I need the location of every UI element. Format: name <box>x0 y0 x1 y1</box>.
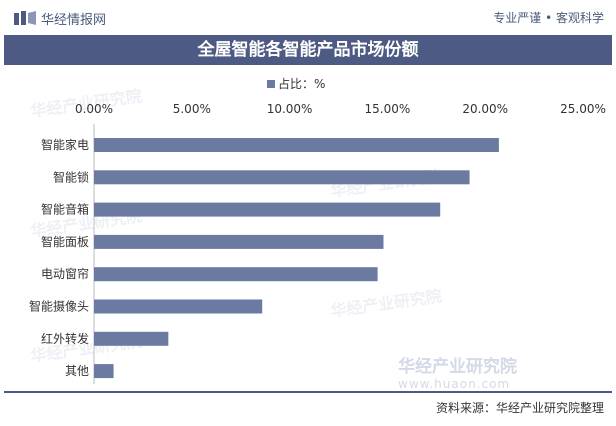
category-label: 智能锁 <box>53 169 89 184</box>
legend-swatch <box>267 79 275 88</box>
footer-divider <box>4 391 612 393</box>
watermark-logo: 华经产业研究院 www.huaon.com <box>398 352 517 391</box>
bar <box>94 138 499 152</box>
bar <box>94 267 378 282</box>
category-label: 智能面板 <box>41 234 89 249</box>
category-label: 电动窗帘 <box>41 266 89 281</box>
x-tick-label: 0.00% <box>75 102 113 116</box>
category-label: 其他 <box>65 364 89 378</box>
bar <box>94 331 169 346</box>
watermark-logo-name: 华经产业研究院 <box>398 357 517 377</box>
brand-name: 华经情报网 <box>41 13 107 28</box>
x-tick-label: 15.00% <box>365 102 411 116</box>
bar <box>94 364 114 379</box>
top-bar: 华经情报网 专业严谨 • 客观科学 <box>0 0 616 34</box>
category-label: 智能音箱 <box>41 202 89 217</box>
x-tick-label: 25.00% <box>560 102 606 116</box>
legend: 占比：% <box>267 75 325 92</box>
bar <box>94 234 384 249</box>
watermark-logo-site: www.huaon.com <box>398 377 511 391</box>
chart-title: 全屋智能各智能产品市场份额 <box>4 35 612 65</box>
x-tick-label: 5.00% <box>173 102 211 116</box>
brand-logo-icon <box>14 11 36 25</box>
bar <box>94 202 441 217</box>
category-label: 智能家电 <box>41 137 89 152</box>
source-note: 资料来源：华经产业研究院整理 <box>435 401 604 415</box>
bar <box>94 299 263 314</box>
x-tick-label: 20.00% <box>462 102 508 116</box>
category-label: 红外转发 <box>41 331 89 346</box>
x-tick-label: 10.00% <box>267 102 313 116</box>
category-label: 智能摄像头 <box>29 299 89 314</box>
bar <box>94 170 470 185</box>
slogan: 专业严谨 • 客观科学 <box>493 11 604 25</box>
legend-label: 占比：% <box>278 77 326 91</box>
